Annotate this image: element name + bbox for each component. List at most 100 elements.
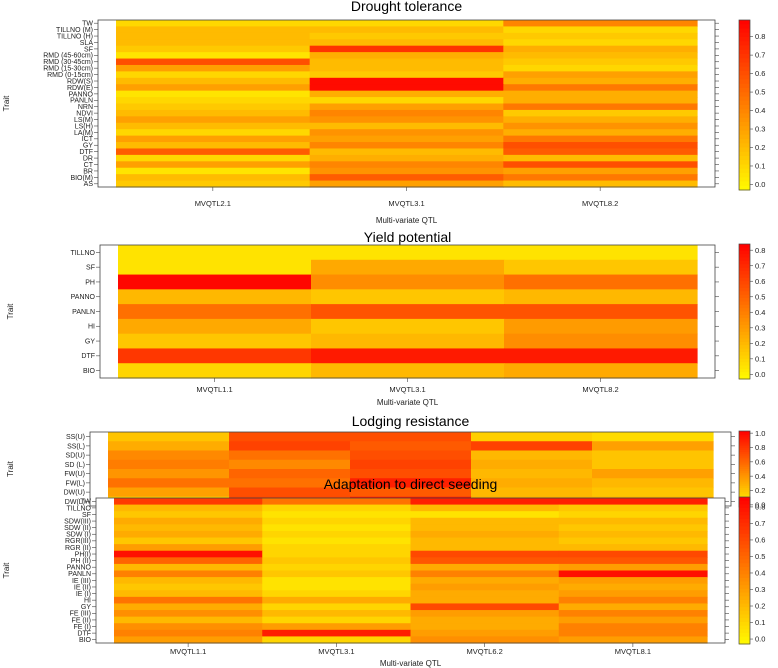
heatmap-cell — [229, 469, 351, 479]
colorbar-segment — [739, 341, 750, 346]
colorbar-tick-label: 0.6 — [755, 277, 765, 286]
y-tick-label: TILLNO (M) — [56, 27, 93, 34]
colorbar-segment — [739, 308, 750, 313]
heatmap-cell — [558, 636, 708, 644]
colorbar-segment — [739, 488, 750, 491]
y-tick-label: SS(L) — [67, 443, 85, 450]
y-tick-label: FE (III) — [70, 611, 91, 618]
panel-adaptation-direct-seeding: Adaptation to direct seeding TWTILLNOSFS… — [2, 476, 765, 668]
colorbar-segment — [739, 284, 750, 289]
heatmap-cell — [558, 623, 708, 631]
heatmap-cell — [558, 524, 708, 532]
x-tick-label: MVQTL1.1 — [196, 385, 232, 394]
heatmap-cell — [558, 590, 708, 598]
colorbar-segment — [739, 281, 750, 286]
heatmap-cell — [309, 90, 504, 98]
heatmap-cell — [504, 304, 698, 320]
y-tick-label: TILLNO (H) — [57, 33, 93, 40]
heatmap-cell — [350, 459, 472, 470]
colorbar-segment — [739, 160, 750, 165]
colorbar-segment — [739, 478, 750, 481]
heatmap-cell — [309, 45, 504, 53]
y-tick-label: SDW (II) — [64, 525, 91, 532]
x-tick-label: MVQTL8.2 — [582, 199, 618, 208]
colorbar-segment — [739, 62, 750, 68]
colorbar-tick-label: 0.1 — [755, 354, 765, 363]
colorbar-segment — [739, 491, 750, 495]
x-tick-label: MVQTL3.1 — [388, 199, 424, 208]
colorbar-segment — [739, 434, 750, 438]
colorbar-tick-label: 0.8 — [755, 32, 765, 41]
heatmap-cell — [262, 530, 412, 539]
colorbar-segment — [739, 432, 750, 436]
heatmap-cell — [116, 103, 311, 111]
heatmap-cell — [114, 550, 263, 558]
colorbar-tick-label: 0.2 — [755, 339, 765, 348]
heatmap-cell — [410, 550, 560, 558]
colorbar-segment — [739, 469, 750, 472]
heatmap-cell — [116, 167, 311, 175]
heatmap-cell — [114, 524, 263, 532]
colorbar-segment — [739, 493, 750, 497]
heatmap-cell — [503, 148, 698, 156]
colorbar-segment — [739, 448, 750, 451]
y-tick-label: RMD (45-60cm) — [43, 53, 93, 60]
heatmap-cell — [309, 116, 504, 124]
heatmap-cell — [309, 20, 504, 28]
heatmap-cell — [309, 58, 504, 66]
heatmap-cell — [504, 348, 698, 364]
colorbar-segment — [739, 139, 750, 144]
colorbar-segment — [739, 467, 750, 470]
colorbar-segment — [739, 548, 750, 553]
heatmap-cell — [309, 39, 504, 47]
heatmap-cell — [503, 97, 698, 105]
heatmap-cell — [410, 629, 560, 638]
colorbar-segment — [739, 173, 750, 178]
colorbar-segment — [739, 607, 750, 612]
heatmap-cell — [262, 537, 412, 545]
heatmap-cell — [558, 570, 708, 578]
heatmap-cell — [262, 590, 412, 598]
heatmap-cell — [504, 259, 698, 276]
heatmap-cell — [116, 109, 311, 117]
colorbar-segment — [739, 298, 750, 302]
colorbar-segment — [739, 484, 750, 487]
heatmap-cell — [410, 636, 560, 644]
y-tick-label: SF — [82, 512, 91, 519]
heatmap-cell — [116, 45, 311, 53]
heatmap-cell — [311, 289, 505, 305]
heatmap-cell — [558, 544, 708, 552]
heatmap-cell — [471, 487, 593, 498]
y-tick-label: GY — [85, 338, 95, 345]
colorbar-segment — [739, 585, 750, 590]
colorbar-segment — [739, 41, 750, 46]
heatmap-cell — [592, 432, 714, 442]
colorbar-segment — [739, 368, 750, 373]
colorbar-segment — [739, 431, 750, 434]
heatmap-cell — [114, 537, 263, 545]
heatmap-cell — [558, 530, 708, 539]
heatmap-cell — [116, 135, 311, 143]
heatmap-cell — [504, 274, 698, 290]
heatmap-cell — [229, 487, 351, 498]
y-tick-label: GY — [83, 143, 93, 150]
heatmap-cell — [118, 363, 312, 379]
heatmap-cell — [311, 318, 505, 335]
heatmap-cell — [262, 616, 412, 624]
colorbar-tick-label: 0.2 — [755, 602, 765, 611]
colorbar-segment — [739, 592, 750, 597]
colorbar-frame — [738, 19, 751, 191]
y-tick-label: LS(M) — [74, 117, 93, 124]
heatmap-cell — [309, 32, 504, 40]
heatmap-cell — [410, 530, 560, 539]
heatmap-cell — [114, 570, 263, 578]
colorbar-segment — [739, 500, 750, 505]
heatmap-cell — [229, 478, 351, 489]
colorbar-segment — [739, 541, 750, 546]
heatmap-cell — [471, 469, 593, 479]
colorbar-tick-label: 0.1 — [755, 618, 765, 627]
y-tick-label: LA(M) — [74, 130, 93, 137]
heatmap-cell — [504, 289, 698, 305]
heatmap-cell — [350, 441, 472, 452]
